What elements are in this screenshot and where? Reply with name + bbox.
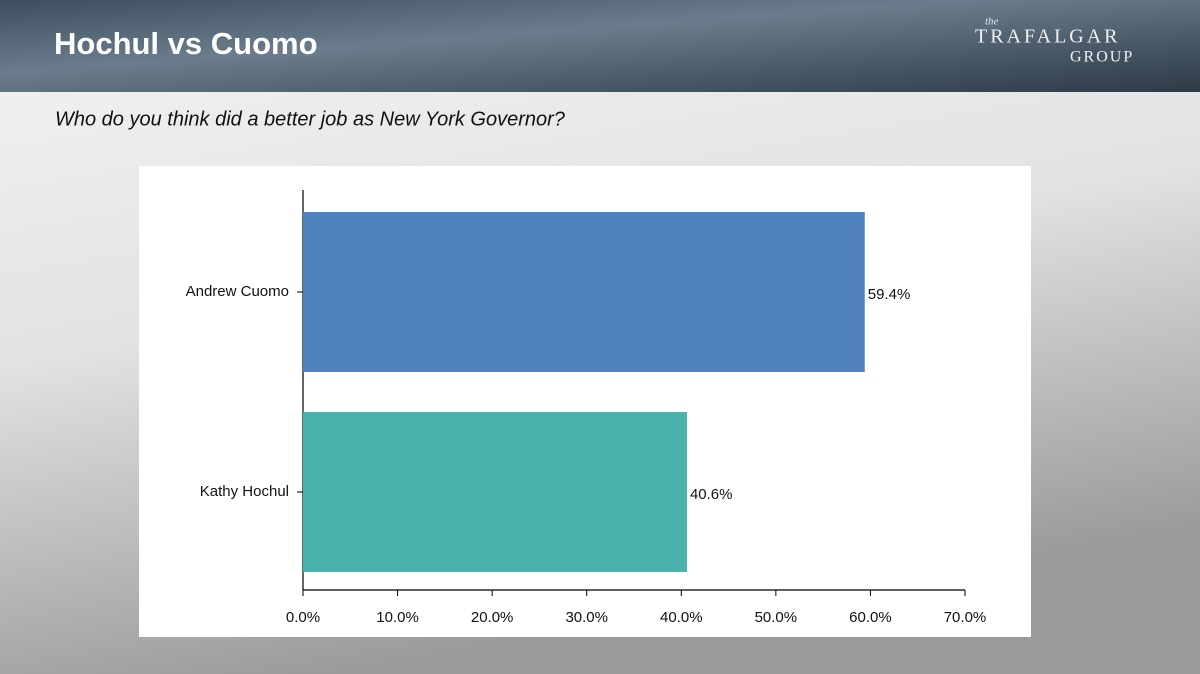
x-tick-label: 20.0% xyxy=(471,609,514,626)
x-tick-label: 40.0% xyxy=(660,609,703,626)
plot: 0.0% 10.0% 20.0% 30.0% 40.0% 50.0% 60.0% 70.0% A… xyxy=(186,190,987,626)
subtitle: Who do you think did a better job as New… xyxy=(55,108,566,130)
bar xyxy=(303,412,687,572)
bar xyxy=(303,212,865,372)
value-label: 40.6% xyxy=(690,486,733,503)
x-tick-label: 70.0% xyxy=(944,609,987,626)
logo-line1: TRAFALGAR xyxy=(975,26,1121,48)
value-label: 59.4% xyxy=(868,286,911,303)
x-tick-label: 30.0% xyxy=(565,609,608,626)
x-tick-label: 50.0% xyxy=(755,609,798,626)
x-tick-label: 60.0% xyxy=(849,609,892,626)
x-tick-label: 0.0% xyxy=(286,609,320,626)
y-tick-label: Andrew Cuomo xyxy=(186,283,289,300)
x-tick-label: 10.0% xyxy=(376,609,419,626)
header-band xyxy=(0,0,1200,92)
logo-small: the xyxy=(985,16,999,28)
slide-title: Hochul vs Cuomo xyxy=(54,26,318,61)
y-tick-label: Kathy Hochul xyxy=(200,483,289,500)
logo-line2: GROUP xyxy=(1070,49,1134,66)
